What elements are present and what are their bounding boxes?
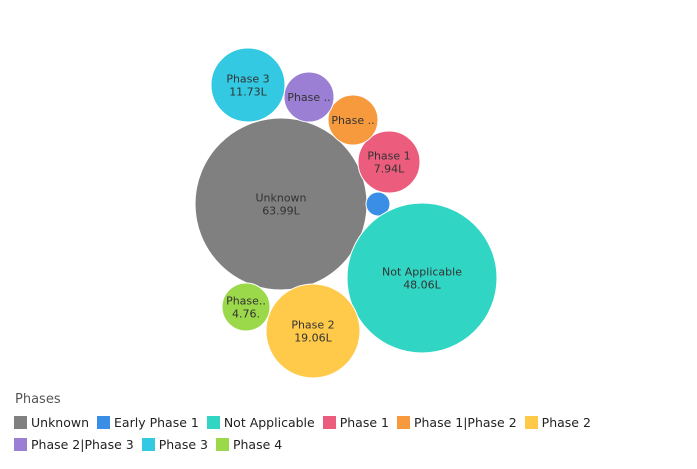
legend-label: Phase 1|Phase 2: [413, 414, 517, 430]
legend-label: Phase 3: [158, 436, 208, 452]
legend-item-phase-3[interactable]: Phase 3: [141, 436, 208, 452]
bubble-phase-2[interactable]: Phase 219.06L: [265, 283, 361, 379]
legend-label: Unknown: [31, 414, 90, 430]
bubble-label-phase-2-value: 19.06L: [294, 332, 332, 345]
legend-item-unknown[interactable]: Unknown: [14, 414, 90, 430]
bubble-circle-phase-2[interactable]: [265, 283, 361, 379]
bubble-label-unknown-value: 63.99L: [262, 205, 300, 218]
bubble-phase-1-phase-2[interactable]: Phase ..: [327, 94, 379, 146]
legend-items: Unknown Early Phase 1 Not Applicable Phase …: [14, 414, 694, 452]
legend-swatch: [141, 437, 155, 451]
bubble-label-phase-1-value: 7.94L: [374, 163, 405, 176]
legend-swatch: [215, 437, 229, 451]
bubble-circle-phase-1-phase-2[interactable]: [327, 94, 379, 146]
bubble-circle-phase-3[interactable]: [210, 47, 286, 123]
bubble-label-phase-1-phase-2: Phase ..: [331, 114, 374, 127]
legend-title: Phases: [15, 392, 61, 407]
bubble-label-unknown: Unknown: [255, 192, 306, 205]
legend-item-early-phase-1[interactable]: Early Phase 1: [97, 414, 199, 430]
legend-label: Phase 4: [232, 436, 283, 452]
legend-swatch: [524, 415, 538, 429]
legend-item-not-applicable[interactable]: Not Applicable: [206, 414, 315, 430]
legend-swatch: [14, 415, 27, 429]
bubble-circle-phase-1[interactable]: [357, 130, 421, 194]
bubble-label-phase-1: Phase 1: [367, 150, 410, 163]
bubble-label-phase-3-value: 11.73L: [229, 86, 267, 99]
legend-swatch: [97, 415, 111, 429]
bubble-label-phase-4: Phase..: [226, 295, 266, 308]
legend-label: Phase 2: [541, 414, 591, 430]
bubble-label-phase-3: Phase 3: [226, 73, 269, 86]
legend-label: Phase 1: [339, 414, 389, 430]
legend-item-phase-4[interactable]: Phase 4: [215, 436, 283, 452]
bubble-label-phase-2-phase-3: Phase ..: [287, 91, 330, 104]
bubble-circle-phase-4[interactable]: [221, 282, 271, 332]
legend-item-phase-2-phase-3[interactable]: Phase 2|Phase 3: [14, 436, 134, 452]
bubble-phase-4[interactable]: Phase..4.76.: [221, 282, 271, 332]
bubble-phase-2-phase-3[interactable]: Phase ..: [283, 71, 335, 123]
legend-label: Not Applicable: [223, 414, 315, 430]
bubble-circle-phase-2-phase-3[interactable]: [283, 71, 335, 123]
bubble-label-not-applicable-value: 48.06L: [403, 279, 441, 292]
legend-swatch: [206, 415, 220, 429]
bubble-circle-not-applicable[interactable]: [346, 202, 498, 354]
legend-item-phase-1[interactable]: Phase 1: [322, 414, 389, 430]
bubble-circle-early-phase-1[interactable]: [365, 191, 391, 217]
legend-swatch: [14, 437, 27, 451]
bubble-phase-1[interactable]: Phase 17.94L: [357, 130, 421, 194]
legend: Phases Unknown Early Phase 1 Not Applicabl…: [14, 392, 694, 452]
legend-item-phase-1-phase-2[interactable]: Phase 1|Phase 2: [396, 414, 517, 430]
bubble-label-not-applicable: Not Applicable: [382, 266, 462, 279]
bubble-label-phase-4-value: 4.76.: [232, 308, 260, 321]
legend-item-phase-2[interactable]: Phase 2: [524, 414, 591, 430]
bubble-early-phase-1[interactable]: [365, 191, 391, 217]
legend-label: Early Phase 1: [114, 414, 199, 430]
bubble-label-phase-2: Phase 2: [291, 319, 334, 332]
legend-swatch: [322, 415, 336, 429]
bubble-phase-3[interactable]: Phase 311.73L: [210, 47, 286, 123]
legend-label: Phase 2|Phase 3: [31, 436, 134, 452]
legend-swatch: [396, 415, 410, 429]
